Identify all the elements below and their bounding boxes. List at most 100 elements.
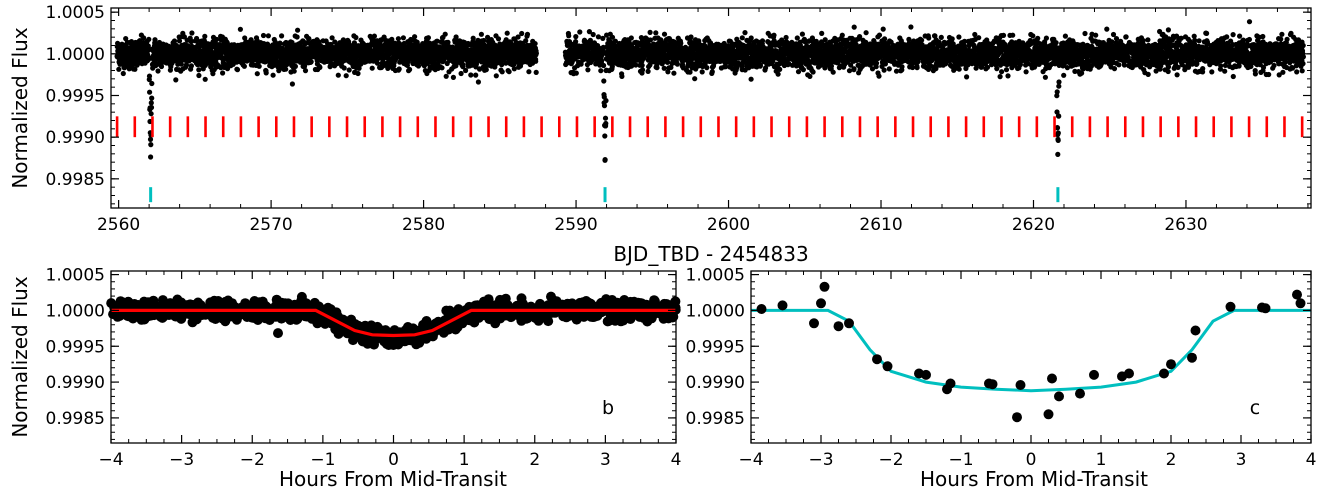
data-point — [876, 32, 883, 38]
data-point — [202, 33, 208, 40]
data-point — [800, 67, 807, 73]
data-point — [585, 67, 591, 73]
data-point — [400, 35, 406, 41]
data-point — [132, 66, 138, 72]
data-point — [602, 115, 609, 121]
data-point — [189, 38, 195, 44]
data-point — [458, 70, 464, 77]
data-point — [810, 69, 816, 75]
data-point — [495, 36, 502, 42]
data-point — [149, 95, 155, 101]
data-point — [145, 47, 151, 54]
data-point — [599, 58, 605, 64]
data-point — [771, 32, 777, 38]
data-point — [739, 35, 745, 41]
data-point — [873, 60, 880, 66]
data-point — [828, 63, 835, 69]
data-point — [976, 35, 982, 41]
data-point — [839, 32, 845, 38]
data-point — [115, 40, 121, 47]
data-point — [183, 62, 190, 68]
data-point — [371, 33, 377, 39]
data-point — [899, 64, 905, 70]
data-point — [590, 31, 596, 38]
data-point — [116, 66, 122, 72]
data-point — [598, 68, 604, 74]
data-point — [886, 66, 892, 72]
data-point — [214, 36, 220, 43]
data-point — [704, 65, 710, 71]
data-point — [524, 31, 531, 37]
data-point — [234, 67, 241, 73]
data-point — [270, 72, 276, 78]
data-point — [709, 69, 715, 75]
data-point — [475, 79, 481, 85]
data-point — [148, 154, 154, 160]
data-point — [602, 133, 608, 139]
data-point — [302, 68, 309, 74]
data-point — [504, 30, 510, 36]
data-point — [158, 63, 165, 70]
data-point — [602, 157, 608, 163]
data-point — [279, 33, 285, 39]
data-point — [919, 37, 925, 43]
data-point — [775, 71, 781, 77]
data-point — [783, 34, 789, 41]
data-point — [601, 78, 607, 84]
data-point — [196, 72, 202, 79]
data-point — [254, 71, 260, 77]
data-point — [155, 68, 161, 74]
data-point — [692, 76, 698, 82]
data-point — [742, 29, 748, 36]
data-point — [533, 58, 539, 64]
data-point — [412, 34, 418, 40]
data-point — [949, 36, 955, 42]
data-point — [639, 62, 645, 68]
data-point — [699, 69, 705, 75]
data-point — [147, 136, 154, 142]
data-point — [908, 24, 914, 30]
data-point — [468, 72, 474, 78]
data-point — [882, 36, 888, 42]
data-point — [938, 34, 944, 41]
data-point — [914, 65, 920, 71]
data-point — [807, 73, 813, 79]
data-point — [628, 35, 634, 41]
data-point — [329, 35, 335, 41]
data-point — [573, 34, 579, 40]
data-point — [355, 70, 361, 77]
data-point — [688, 34, 694, 40]
data-point — [881, 67, 887, 73]
data-point — [674, 61, 681, 67]
data-point — [145, 43, 151, 49]
data-point — [577, 29, 583, 35]
data-point — [343, 73, 349, 79]
data-point — [178, 61, 184, 67]
data-point — [478, 31, 484, 37]
data-point — [302, 63, 308, 69]
data-point — [473, 72, 479, 78]
top-data-points — [114, 19, 1306, 163]
data-point — [173, 77, 179, 83]
data-point — [748, 35, 754, 41]
data-point — [265, 33, 271, 39]
data-point — [188, 63, 194, 69]
data-point — [506, 69, 512, 75]
data-point — [120, 70, 126, 77]
data-point — [152, 37, 158, 43]
data-point — [647, 29, 653, 35]
data-point — [619, 73, 625, 79]
data-point — [146, 36, 152, 42]
data-point — [194, 38, 200, 44]
data-point — [956, 34, 962, 40]
data-point — [654, 65, 660, 71]
data-point — [241, 63, 247, 69]
data-point — [645, 68, 651, 74]
data-point — [523, 38, 529, 44]
data-point — [463, 67, 469, 74]
data-point — [141, 35, 147, 41]
data-point — [830, 69, 836, 75]
data-point — [603, 120, 609, 127]
data-point — [956, 66, 962, 72]
data-point — [260, 32, 267, 39]
